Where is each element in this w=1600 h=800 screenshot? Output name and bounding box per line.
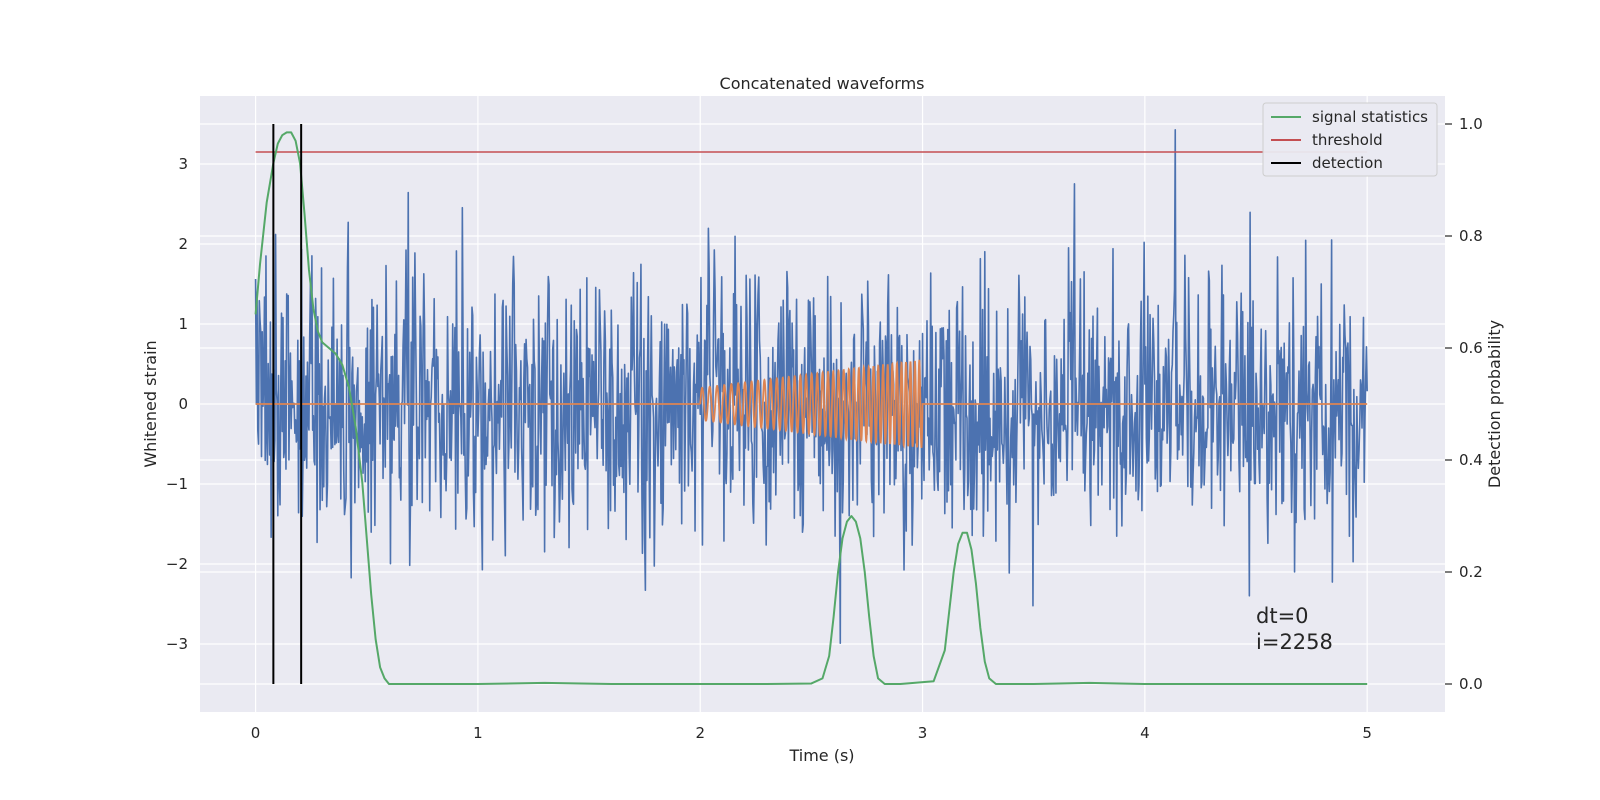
legend-label-detection: detection [1312,154,1383,172]
template-line [255,359,1368,449]
legend-box [1262,102,1438,177]
x-tick-label: 4 [1140,724,1150,742]
y-axis-ticks: −3 −2 −1 0 1 2 3 [166,155,188,653]
right-y-tick-label: 0.0 [1459,675,1483,693]
right-y-tick-label: 0.6 [1459,339,1483,357]
right-y-tick-label: 0.4 [1459,451,1483,469]
y-tick-label: 0 [178,395,188,413]
y-tick-label: 2 [178,235,188,253]
right-y-axis-label: Detection probability [1485,320,1504,488]
chart-title: Concatenated waveforms [720,74,925,93]
right-y-tick-label: 0.8 [1459,227,1483,245]
y-tick-label: −1 [166,475,188,493]
x-tick-label: 0 [251,724,261,742]
y-tick-label: 1 [178,315,188,333]
legend: signal statistics threshold detection [1262,102,1438,177]
y-axis-label: Whitened strain [141,340,160,467]
annotation-index: i=2258 [1256,630,1333,654]
signal-statistics-line [254,131,1368,685]
legend-label-signal-statistics: signal statistics [1312,108,1428,126]
x-tick-label: 3 [918,724,928,742]
x-tick-label: 5 [1362,724,1372,742]
y-tick-label: −3 [166,635,188,653]
annotation-dt: dt=0 [1256,604,1309,628]
y-tick-label: 3 [178,155,188,173]
signal-statistics-series [254,131,1368,685]
noise-series [254,128,1368,644]
right-y-tick-label: 0.2 [1459,563,1483,581]
right-y-tick-label: 1.0 [1459,115,1483,133]
right-y-axis-ticks: 0.0 0.2 0.4 0.6 0.8 1.0 [1445,115,1483,693]
x-axis-label: Time (s) [788,746,854,765]
x-axis-ticks: 0 1 2 3 4 5 [251,724,1372,742]
template-series [255,359,1368,449]
legend-label-threshold: threshold [1312,131,1383,149]
x-tick-label: 1 [473,724,483,742]
x-tick-label: 2 [695,724,705,742]
y-tick-label: −2 [166,555,188,573]
detection-series [272,124,303,684]
noise-line [254,128,1368,644]
